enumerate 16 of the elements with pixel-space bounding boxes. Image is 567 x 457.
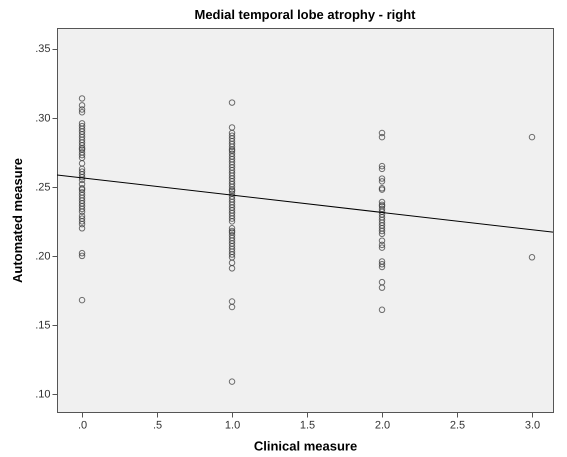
x-tick-label: 2.0 bbox=[374, 420, 390, 432]
x-tick-label: .5 bbox=[152, 420, 162, 432]
x-tick-label: 1.5 bbox=[300, 420, 316, 432]
y-tick-label: .20 bbox=[35, 250, 50, 262]
x-axis-title: Clinical measure bbox=[254, 438, 358, 454]
y-axis-title: Automated measure bbox=[10, 158, 26, 283]
x-tick-label: 1.0 bbox=[224, 420, 240, 432]
x-tick-label: 3.0 bbox=[524, 420, 540, 432]
chart-title: Medial temporal lobe atrophy - right bbox=[194, 7, 416, 22]
x-tick-label: .0 bbox=[78, 420, 88, 432]
y-tick-label: .25 bbox=[35, 181, 50, 194]
y-tick-label: .15 bbox=[35, 319, 50, 332]
y-tick-label: .35 bbox=[35, 43, 50, 56]
y-tick-label: .30 bbox=[35, 112, 50, 124]
y-tick-label: .10 bbox=[35, 388, 50, 401]
x-tick-label: 2.5 bbox=[450, 420, 466, 432]
